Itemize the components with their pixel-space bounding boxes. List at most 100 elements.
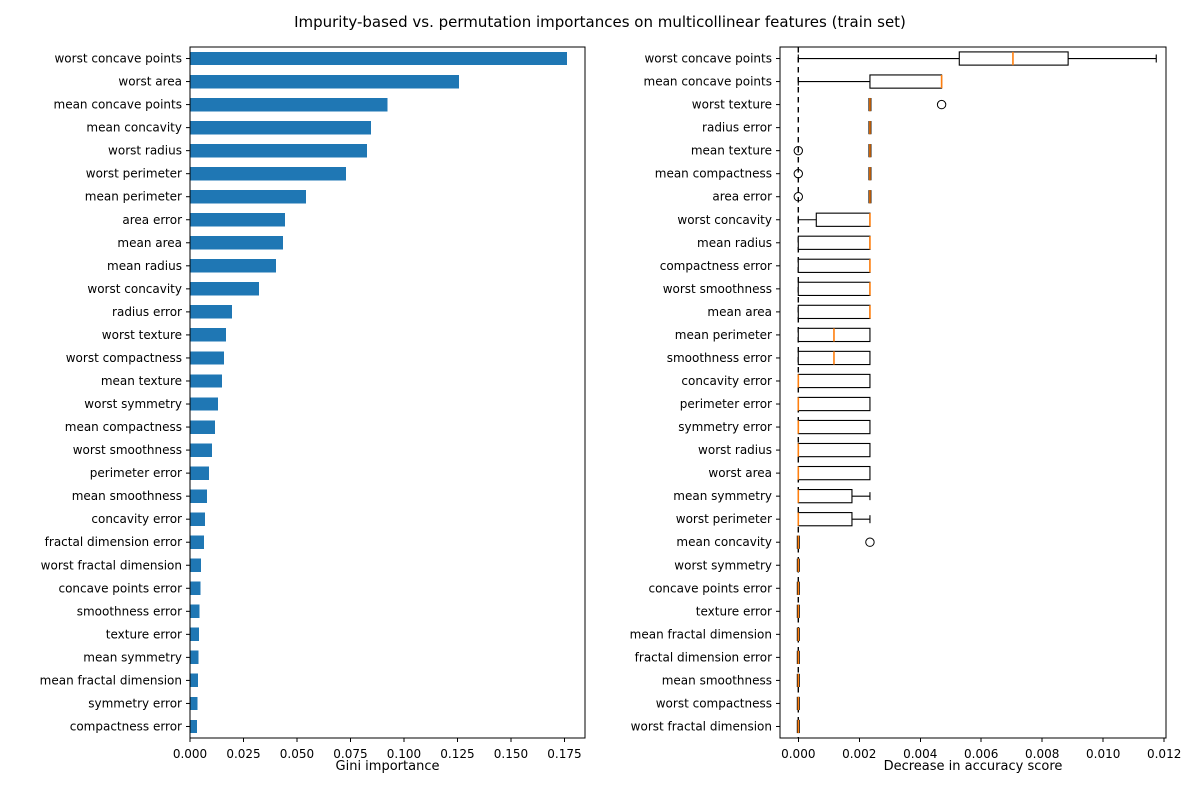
box [797, 281, 871, 296]
y-tick-label: mean radius [697, 236, 772, 250]
y-tick-label: mean compactness [655, 167, 772, 181]
y-tick-label: worst texture [102, 328, 182, 342]
y-tick-label: worst texture [692, 98, 772, 112]
y-tick-label: mean fractal dimension [630, 627, 772, 641]
x-tick-label: 0.150 [494, 747, 528, 761]
y-tick-label: concave points error [58, 581, 182, 595]
y-tick-label: mean symmetry [673, 489, 772, 503]
bar [190, 512, 205, 526]
y-tick-label: symmetry error [88, 696, 182, 710]
bar [190, 166, 346, 181]
box [797, 488, 853, 504]
y-tick-label: mean concave points [54, 98, 183, 112]
box-row [797, 327, 871, 343]
bar [190, 604, 200, 619]
bar [190, 627, 200, 642]
y-tick-label: area error [712, 190, 772, 204]
flier-point [793, 145, 803, 156]
box-row [797, 258, 871, 273]
y-tick-label: worst concave points [644, 52, 772, 66]
x-tick-label: 0.050 [280, 747, 314, 761]
bar [190, 719, 198, 734]
y-tick-label: mean area [707, 305, 772, 319]
box [815, 212, 871, 227]
gini-importance-chart: worst concave points worst area mean conca… [40, 46, 586, 761]
bar [190, 328, 226, 342]
y-tick-label: mean area [117, 236, 182, 250]
box [797, 304, 871, 320]
bar [190, 374, 223, 388]
x-tick-label: 0.006 [964, 747, 998, 761]
box-row [797, 304, 871, 320]
box-row [797, 373, 871, 389]
box [797, 465, 871, 481]
flier-point [865, 537, 875, 547]
y-tick-label: mean fractal dimension [40, 673, 182, 687]
y-tick-label: area error [122, 213, 182, 227]
box [797, 258, 871, 273]
y-tick-label: mean radius [107, 259, 182, 273]
x-tick-label: 0.025 [226, 747, 260, 761]
y-tick-label: symmetry error [678, 420, 772, 434]
box-row [797, 212, 871, 227]
box [797, 396, 871, 412]
box-row [797, 396, 871, 412]
y-tick-label: fractal dimension error [635, 650, 772, 664]
y-tick-label: perimeter error [680, 397, 772, 411]
bar [190, 558, 202, 572]
box-row [797, 350, 871, 366]
box-row [796, 535, 875, 549]
bar [190, 650, 199, 665]
y-tick-label: worst perimeter [86, 167, 182, 181]
bar [190, 213, 286, 227]
box [797, 442, 871, 458]
x-tick-label: 0.010 [1086, 747, 1120, 761]
y-tick-label: compactness error [660, 259, 772, 273]
y-tick-label: mean concavity [676, 535, 772, 549]
flier-point [793, 168, 803, 179]
flier-point [793, 192, 803, 202]
x-tick-label: 0.002 [842, 747, 876, 761]
x-axis-label-gini: Gini importance [335, 759, 440, 774]
y-tick-label: worst fractal dimension [41, 558, 182, 572]
box-row [797, 512, 871, 527]
bar [190, 51, 568, 66]
bar [190, 420, 216, 434]
y-tick-label: worst area [708, 466, 772, 480]
bar [190, 696, 198, 711]
x-tick-label: 0.004 [903, 747, 937, 761]
bar [190, 143, 367, 158]
bar [190, 466, 210, 480]
bar [190, 97, 388, 112]
y-tick-label: concavity error [681, 374, 772, 388]
box-row [793, 144, 872, 158]
y-tick-label: worst symmetry [84, 397, 182, 411]
x-tick-label: 0.175 [547, 747, 581, 761]
bar [190, 305, 232, 319]
y-tick-label: worst radius [698, 443, 772, 457]
y-tick-label: texture error [106, 627, 182, 641]
bar [190, 443, 213, 457]
axes-frame [189, 46, 586, 739]
y-tick-label: worst fractal dimension [631, 719, 772, 733]
y-tick-label: mean smoothness [662, 673, 772, 687]
y-tick-label: worst compactness [66, 351, 182, 365]
x-tick-label: 0.100 [387, 747, 421, 761]
flier-point [936, 99, 947, 110]
y-tick-label: concave points error [648, 581, 772, 595]
box-row [797, 488, 871, 504]
bar [190, 397, 219, 411]
box-row [797, 51, 1157, 66]
x-tick-label: 0.000 [781, 747, 815, 761]
y-tick-label: worst smoothness [73, 443, 182, 457]
box-row [797, 235, 871, 250]
bar [190, 190, 306, 204]
box [797, 512, 853, 527]
y-tick-label: compactness error [70, 719, 182, 733]
bar [190, 535, 205, 549]
x-tick-label: 0.000 [173, 747, 207, 761]
y-tick-label: fractal dimension error [45, 535, 182, 549]
y-tick-label: mean symmetry [83, 650, 182, 664]
y-tick-label: smoothness error [77, 604, 182, 618]
y-tick-label: worst concavity [87, 282, 182, 296]
